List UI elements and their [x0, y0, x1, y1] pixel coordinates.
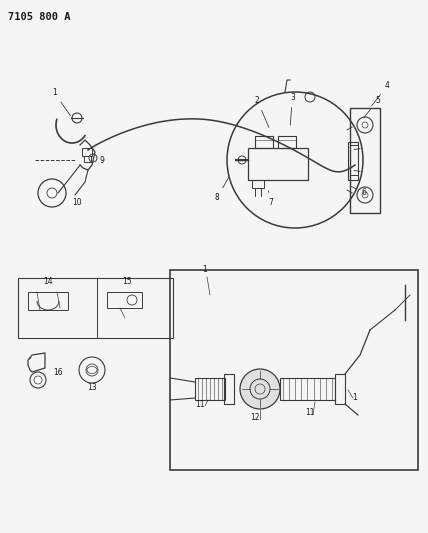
Text: 2: 2	[255, 96, 269, 127]
Bar	[107, 292, 142, 308]
Bar	[280, 378, 335, 400]
Text: 11: 11	[195, 400, 205, 409]
Text: 1: 1	[353, 393, 357, 402]
Bar	[348, 142, 358, 180]
Bar	[248, 148, 308, 180]
Bar	[350, 108, 380, 213]
Text: 10: 10	[72, 198, 82, 207]
Text: 4: 4	[372, 81, 390, 106]
Text: 15: 15	[122, 277, 132, 286]
Text: 11: 11	[305, 408, 315, 417]
Bar	[335, 374, 345, 404]
Text: 3: 3	[290, 93, 295, 125]
Text: 12: 12	[250, 413, 260, 422]
Bar	[252, 180, 264, 188]
Bar	[82, 148, 92, 156]
Text: 14: 14	[43, 277, 53, 286]
Bar	[28, 292, 68, 310]
Circle shape	[240, 369, 280, 409]
Bar	[255, 136, 273, 148]
Text: 7: 7	[268, 191, 273, 207]
Text: 16: 16	[53, 368, 62, 377]
Bar	[278, 136, 296, 148]
Text: 7105 800 A: 7105 800 A	[8, 12, 71, 22]
Text: 8: 8	[215, 177, 229, 202]
Text: 13: 13	[87, 383, 97, 392]
Bar	[84, 156, 91, 162]
Text: 1: 1	[52, 88, 71, 116]
Bar	[224, 374, 234, 404]
Text: 9: 9	[100, 156, 105, 165]
Text: 1: 1	[202, 265, 208, 274]
Bar	[170, 270, 418, 470]
Text: 6: 6	[351, 186, 367, 197]
Text: 5: 5	[364, 96, 380, 118]
Bar	[18, 278, 173, 338]
Bar	[195, 378, 225, 400]
